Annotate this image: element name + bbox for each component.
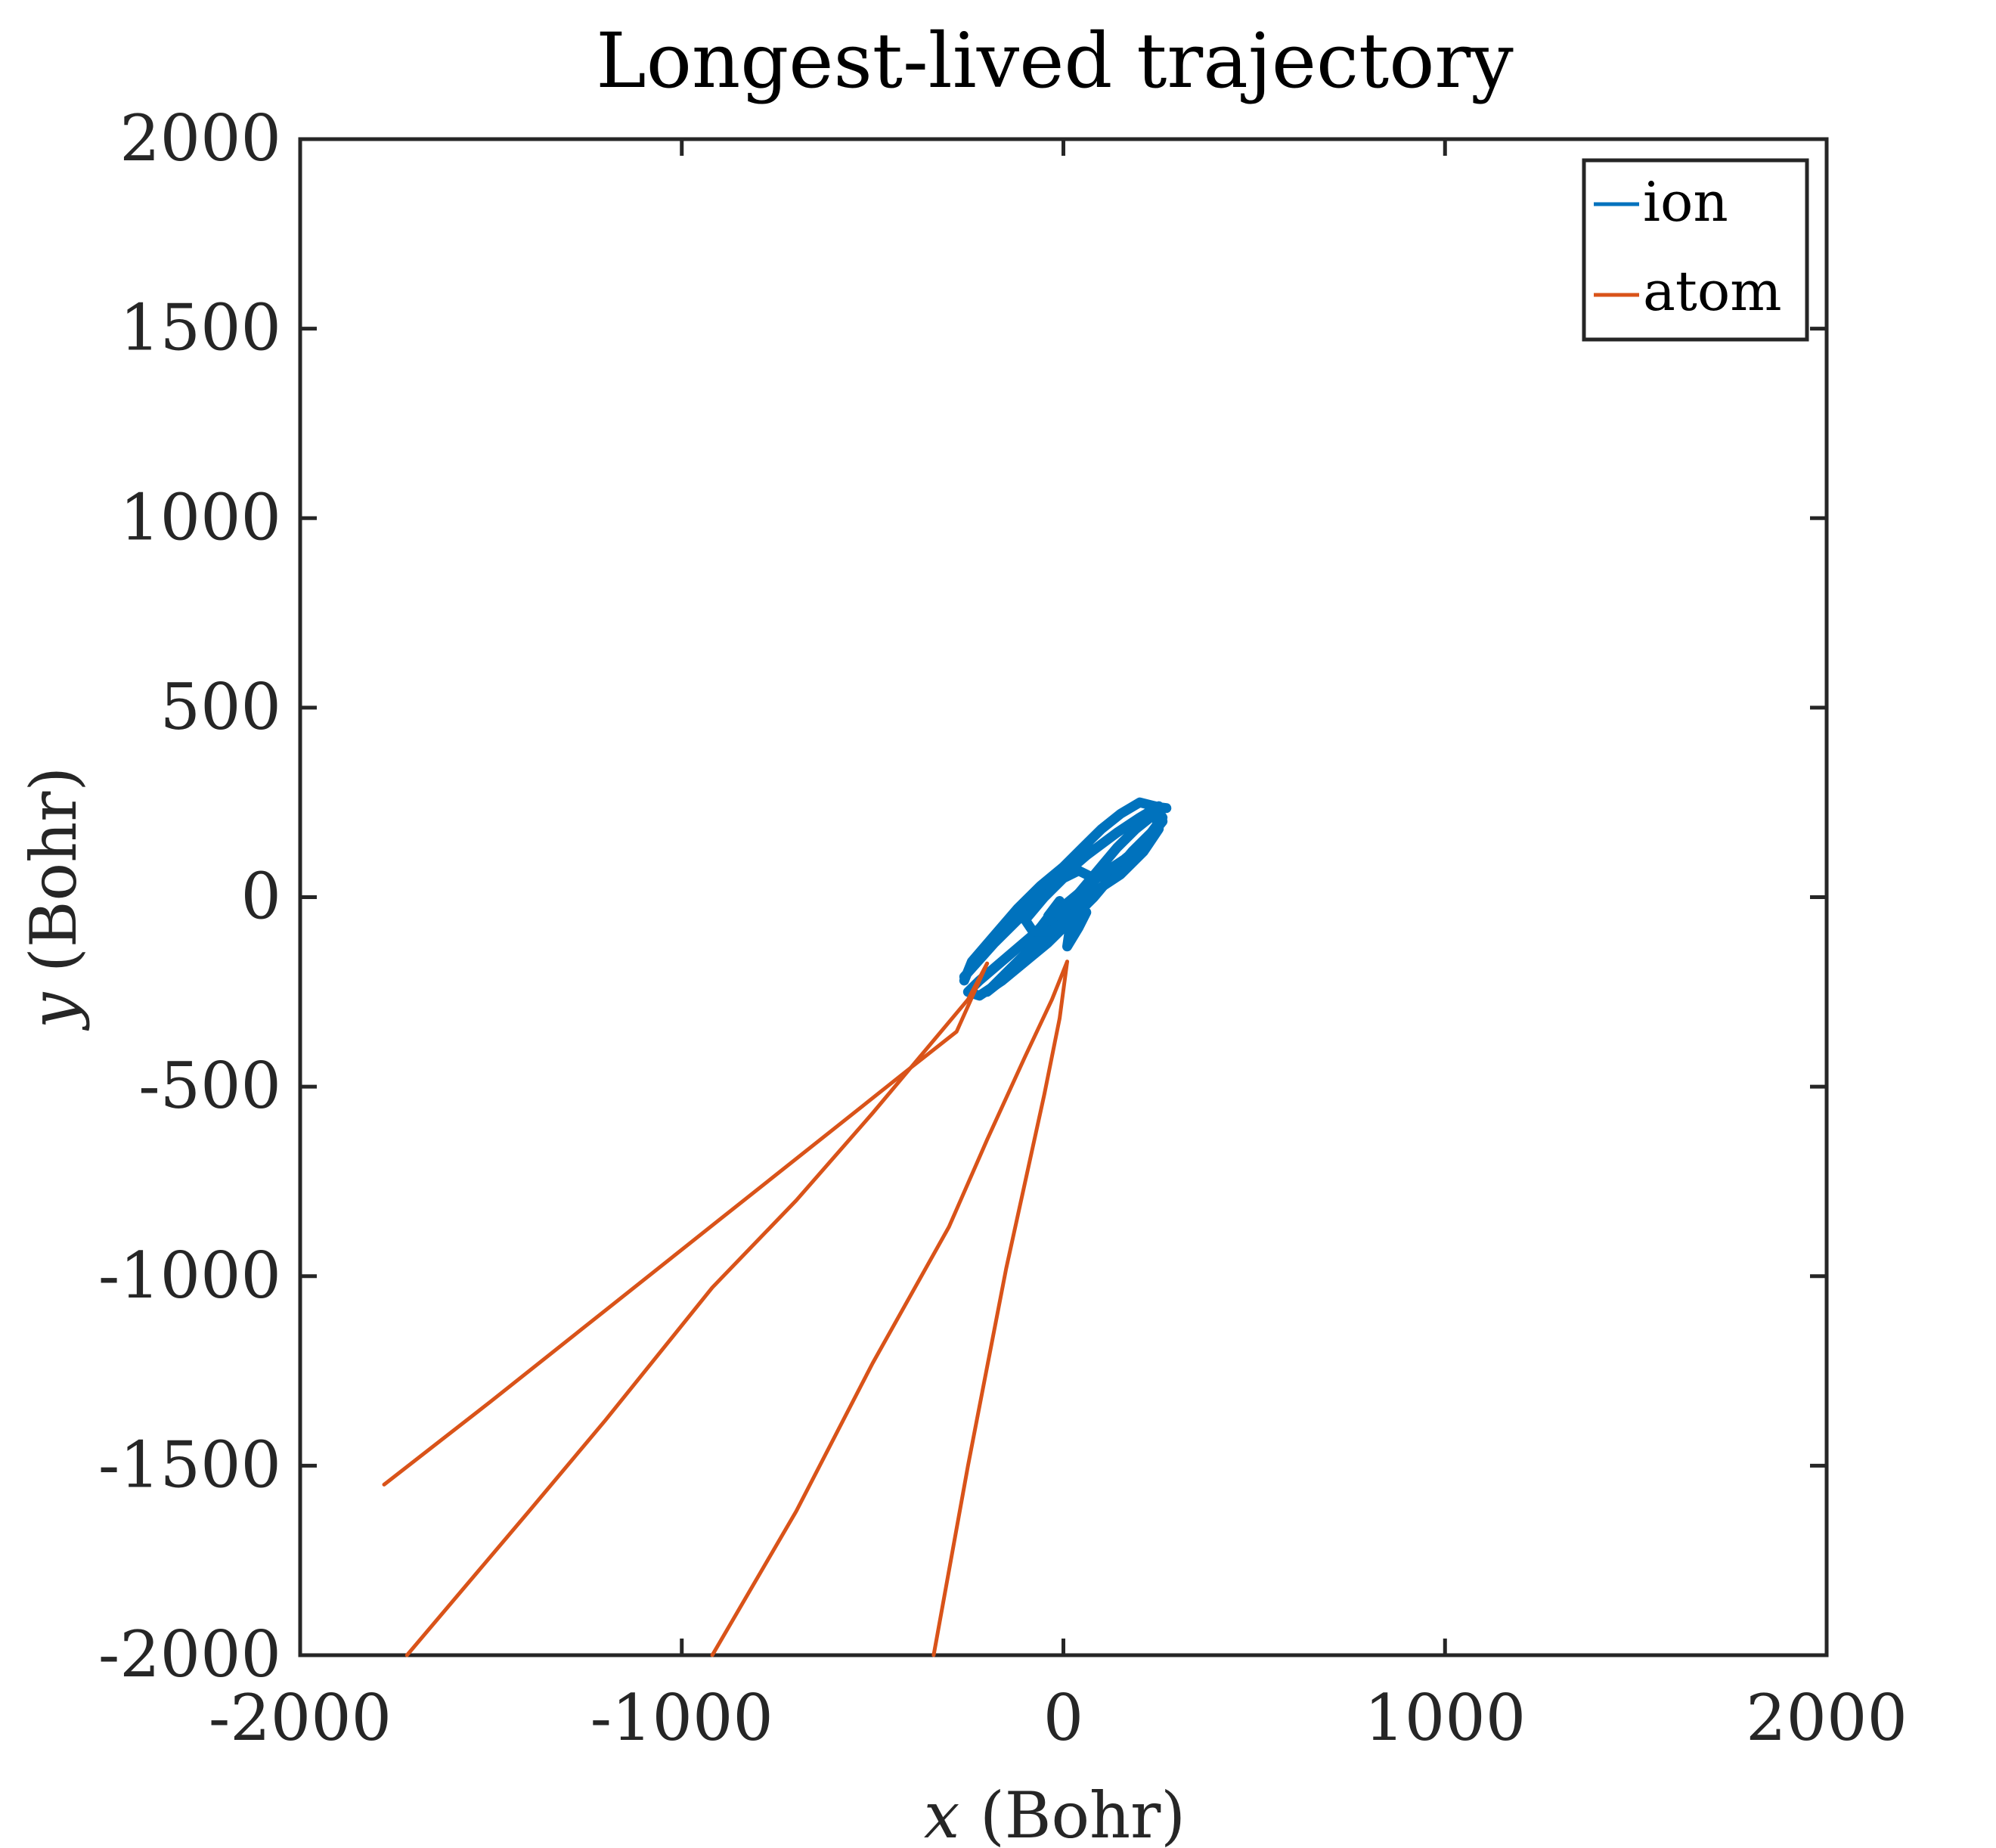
- plot-area: [298, 137, 1829, 1657]
- atom-trajectory-segment-4: [931, 960, 1069, 1657]
- ion-trajectory-segment-4: [1035, 896, 1065, 933]
- atom-trajectory-segment-2: [404, 961, 990, 1657]
- y-tick-label: 0: [241, 860, 281, 934]
- atom-trajectory-segment-3: [710, 960, 1069, 1657]
- series-ion: [959, 797, 1172, 1001]
- y-tick-label: 1000: [119, 480, 281, 554]
- plot-frame: [298, 137, 1829, 1657]
- atom-trajectory-segment-1: [382, 961, 990, 1487]
- y-axis-label: y (Bohr): [17, 767, 91, 1031]
- ion-trajectory-segment-6: [1146, 801, 1172, 814]
- x-tick-label: 1000: [1364, 1681, 1526, 1755]
- y-axis-unit: (Bohr): [17, 767, 91, 993]
- x-tick-label: 0: [1043, 1681, 1083, 1755]
- x-axis-unit: (Bohr): [959, 1778, 1186, 1848]
- y-axis-variable: y: [17, 991, 91, 1031]
- x-tick-label: -2000: [209, 1681, 392, 1755]
- ticks-layer: [298, 137, 1829, 1657]
- y-tick-label: 2000: [119, 101, 281, 175]
- x-axis-variable: x: [924, 1778, 959, 1848]
- y-tick-label: -1500: [98, 1428, 281, 1502]
- y-tick-label: -2000: [98, 1617, 281, 1691]
- x-tick-label: -1000: [590, 1681, 773, 1755]
- legend-ion-label: ion: [1643, 170, 1728, 234]
- y-tick-label: -1000: [98, 1239, 281, 1313]
- x-tick-label: 2000: [1746, 1681, 1908, 1755]
- ion-trajectory-segment-5: [1062, 907, 1092, 952]
- legend-atom-label: atom: [1643, 259, 1781, 323]
- y-tick-label: -500: [138, 1049, 281, 1123]
- legend-box: [1582, 158, 1809, 342]
- tick-labels: -2000 -1000 0 1000 2000 -2000 -1500 -1000 -500 0 5…: [98, 101, 1908, 1755]
- series-atom: [382, 960, 1069, 1657]
- chart-title: Longest-lived trajectory: [596, 17, 1514, 105]
- legend: ion atom: [1582, 158, 1809, 342]
- series-layer: [382, 797, 1172, 1657]
- x-axis-label: x (Bohr): [924, 1778, 1186, 1848]
- y-tick-label: 500: [160, 670, 281, 744]
- y-tick-label: 1500: [119, 291, 281, 365]
